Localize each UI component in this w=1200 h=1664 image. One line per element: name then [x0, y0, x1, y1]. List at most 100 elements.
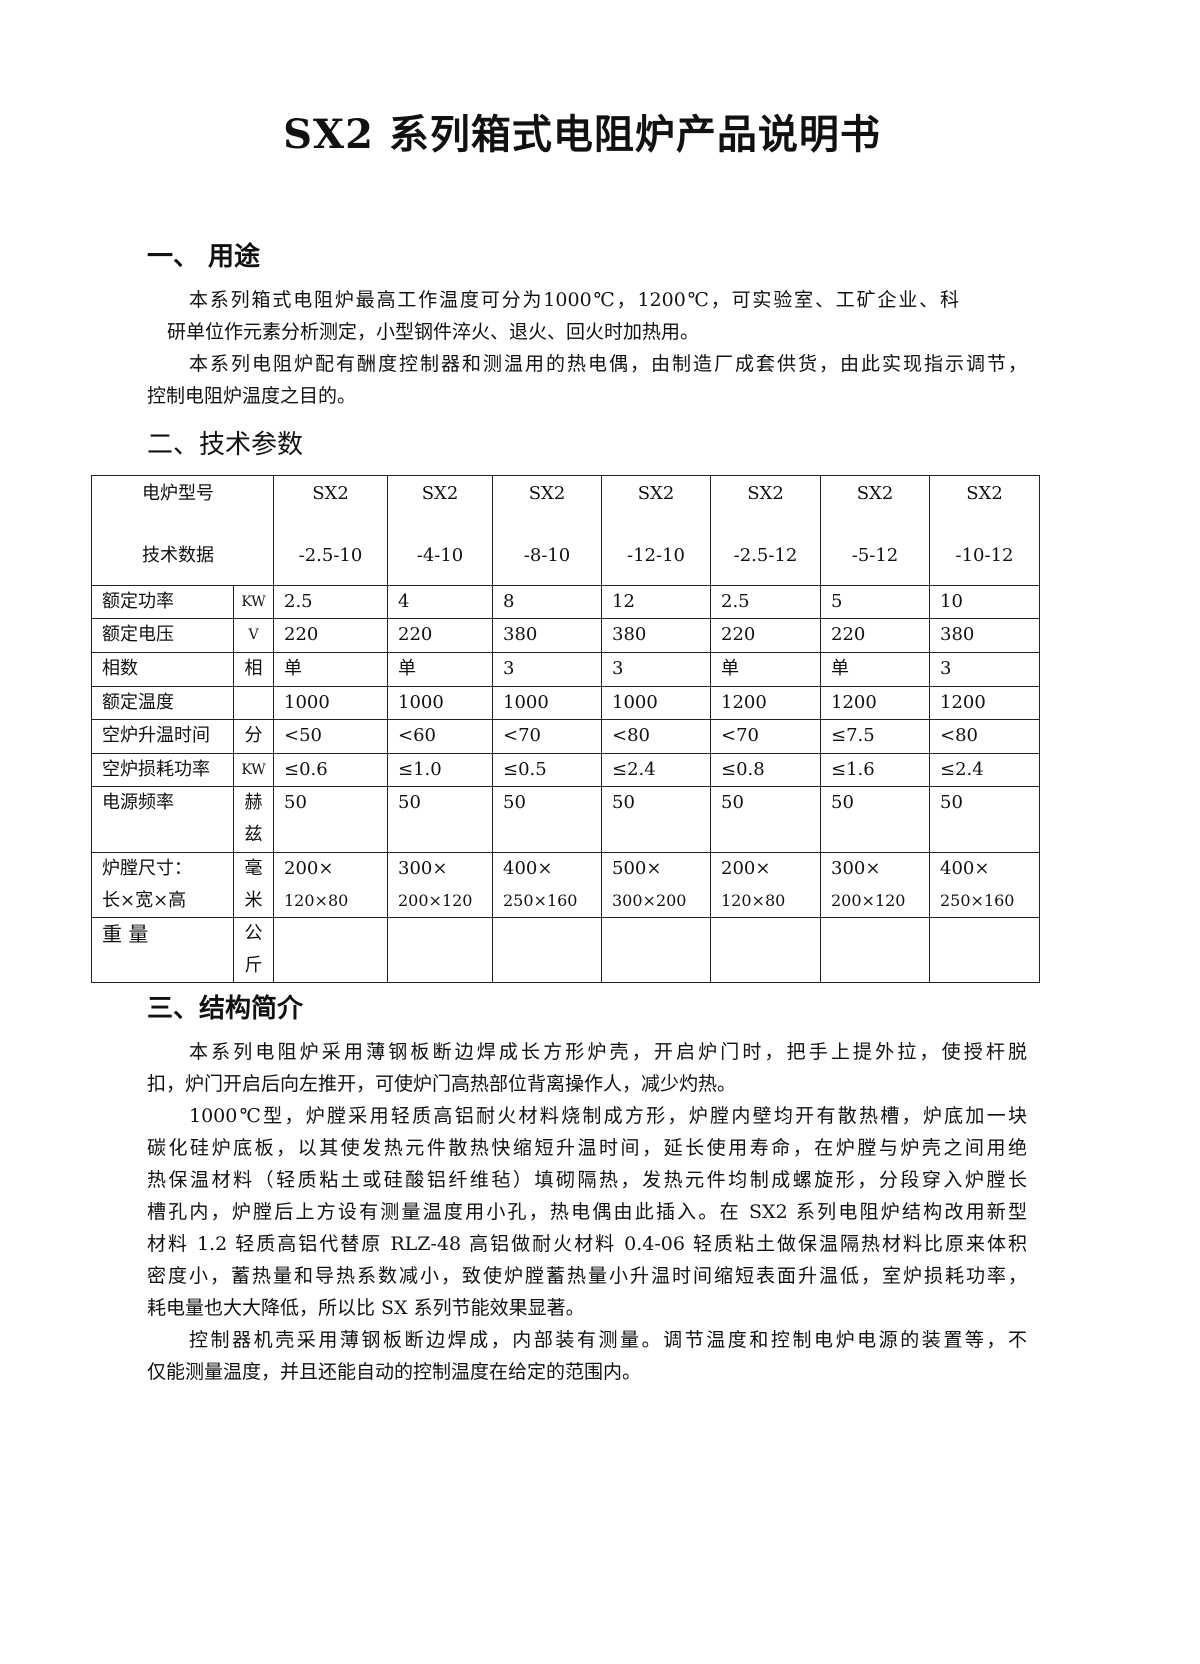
cell-text: 120×80: [721, 891, 786, 910]
cell-text: 重 量: [102, 922, 149, 946]
value-cell: 50: [929, 786, 1040, 853]
text-line: 槽孔内，炉膛后上方设有测量温度用小孔，热电偶由此插入。在 SX2 系列电阻炉结构…: [147, 1201, 1027, 1223]
cell-text: 2.5: [284, 591, 313, 612]
cell-text: 3: [612, 658, 624, 679]
cell-text: 电炉型号: [142, 483, 214, 504]
cell-text: 1000: [503, 692, 549, 713]
value-cell: ≤2.4: [601, 753, 711, 787]
model-header-cell: SX2 -2.5-10: [273, 475, 388, 586]
cell-text: 10: [940, 591, 963, 612]
value-cell: 500× 300×200: [601, 852, 711, 918]
value-cell: 400× 250×160: [929, 852, 1040, 918]
cell-text: -5-12: [851, 545, 899, 566]
value-cell: 1000: [273, 686, 388, 720]
value-cell: 1200: [929, 686, 1040, 720]
row-label-cell: 炉膛尺寸： 长×宽×高: [91, 852, 234, 918]
value-cell: ≤0.8: [710, 753, 821, 787]
cell-text: <50: [284, 725, 322, 746]
unit-cell: 赫兹: [233, 786, 274, 853]
cell-text: 200×120: [831, 891, 906, 910]
row-label-cell: 额定功率: [91, 585, 234, 619]
cell-text: -4-10: [416, 545, 464, 566]
cell-text: 相: [244, 658, 263, 679]
cell-text: V: [248, 627, 259, 643]
value-cell: [929, 917, 1040, 983]
cell-text: ≤0.5: [503, 759, 547, 780]
cell-text: 单: [398, 658, 416, 679]
model-header-cell: SX2 -12-10: [601, 475, 711, 586]
cell-text: 炉膛尺寸：: [102, 858, 192, 879]
value-cell: ≤7.5: [820, 719, 930, 754]
value-cell: 50: [820, 786, 930, 853]
table-row: 空炉升温时间 分 <50 <60 <70 <80 <70 ≤7.5 <80: [91, 719, 1040, 754]
value-cell: <80: [601, 719, 711, 754]
cell-text: KW: [241, 762, 266, 778]
cell-text: 单: [831, 658, 849, 679]
value-cell: <70: [492, 719, 602, 754]
cell-text: 200×: [721, 858, 771, 879]
value-cell: 12: [601, 585, 711, 619]
cell-text: 220: [831, 624, 866, 645]
value-cell: 220: [387, 618, 493, 653]
value-cell: 220: [820, 618, 930, 653]
value-cell: 1000: [601, 686, 711, 720]
cell-text: SX2: [637, 483, 675, 504]
cell-text: -10-12: [955, 545, 1014, 566]
table-row: 额定温度 1000 1000 1000 1000 1200 1200 1200: [91, 686, 1040, 720]
row-label-cell: 空炉损耗功率: [91, 753, 234, 787]
cell-text: ≤7.5: [831, 725, 875, 746]
cell-text: 3: [940, 658, 952, 679]
value-cell: 10: [929, 585, 1040, 619]
section-heading-usage: 一、 用途: [147, 242, 261, 272]
cell-text: 空炉升温时间: [102, 725, 210, 746]
text-line: 本系列箱式电阻炉最高工作温度可分为1000℃，1200℃，可实验室、工矿企业、科: [189, 289, 959, 311]
value-cell: 3: [492, 652, 602, 687]
cell-text: -2.5-10: [298, 545, 363, 566]
cell-text: 毫米: [244, 858, 263, 911]
cell-text: <80: [612, 725, 650, 746]
cell-text: 额定电压: [102, 624, 174, 645]
text-line: 控制器机壳采用薄钢板断边焊成，内部装有测量。调节温度和控制电炉电源的装置等，不: [189, 1329, 1027, 1351]
cell-text: 长×宽×高: [102, 890, 187, 911]
structure-text: 本系列电阻炉采用薄钢板断边焊成长方形炉壳，开启炉门时，把手上提外拉，使授杆脱 扣…: [147, 1036, 1027, 1388]
section-heading-structure: 三、结构简介: [147, 994, 304, 1024]
model-header-cell: SX2 -4-10: [387, 475, 493, 586]
cell-text: -8-10: [523, 545, 571, 566]
unit-cell: KW: [233, 585, 274, 619]
cell-text: 50: [612, 792, 635, 813]
usage-text: 本系列箱式电阻炉最高工作温度可分为1000℃，1200℃，可实验室、工矿企业、科…: [147, 284, 1027, 412]
cell-text: 120×80: [284, 891, 349, 910]
cell-text: 电源频率: [102, 792, 174, 813]
value-cell: ≤2.4: [929, 753, 1040, 787]
cell-text: 1000: [398, 692, 444, 713]
unit-cell: KW: [233, 753, 274, 787]
value-cell: 1200: [710, 686, 821, 720]
text-line: 研单位作元素分析测定，小型钢件淬火、退火、回火时加热用。: [167, 321, 700, 343]
cell-text: SX2: [528, 483, 566, 504]
value-cell: ≤0.5: [492, 753, 602, 787]
header-label-cell: 电炉型号 技术数据: [91, 475, 274, 586]
cell-text: -12-10: [627, 545, 685, 566]
cell-text: 额定功率: [102, 591, 174, 612]
text-line: 材料 1.2 轻质高铝代替原 RLZ-48 高铝做耐火材料 0.4-06 轻质粘…: [147, 1233, 1027, 1255]
cell-text: 1200: [721, 692, 767, 713]
text-line: 扣，炉门开启后向左推开，可使炉门高热部位背离操作人，减少灼热。: [147, 1073, 737, 1095]
model-header-cell: SX2 -5-12: [820, 475, 930, 586]
cell-text: 300×: [831, 858, 881, 879]
cell-text: 50: [721, 792, 744, 813]
value-cell: [273, 917, 388, 983]
row-label-cell: 电源频率: [91, 786, 234, 853]
cell-text: 220: [398, 624, 433, 645]
cell-text: ≤2.4: [940, 759, 984, 780]
cell-text: SX2: [421, 483, 459, 504]
value-cell: 50: [601, 786, 711, 853]
value-cell: [820, 917, 930, 983]
unit-cell: 毫米: [233, 852, 274, 918]
row-label-cell: 相数: [91, 652, 234, 687]
value-cell: 2.5: [710, 585, 821, 619]
table-header-row: 电炉型号 技术数据 SX2 -2.5-10 SX2 -4-10 SX2 -8-10 SX2 -12…: [91, 475, 1040, 586]
value-cell: 400× 250×160: [492, 852, 602, 918]
text-line: 仅能测量温度，并且还能自动的控制温度在给定的范围内。: [147, 1361, 642, 1383]
cell-text: 1200: [831, 692, 877, 713]
cell-text: ≤1.0: [398, 759, 442, 780]
